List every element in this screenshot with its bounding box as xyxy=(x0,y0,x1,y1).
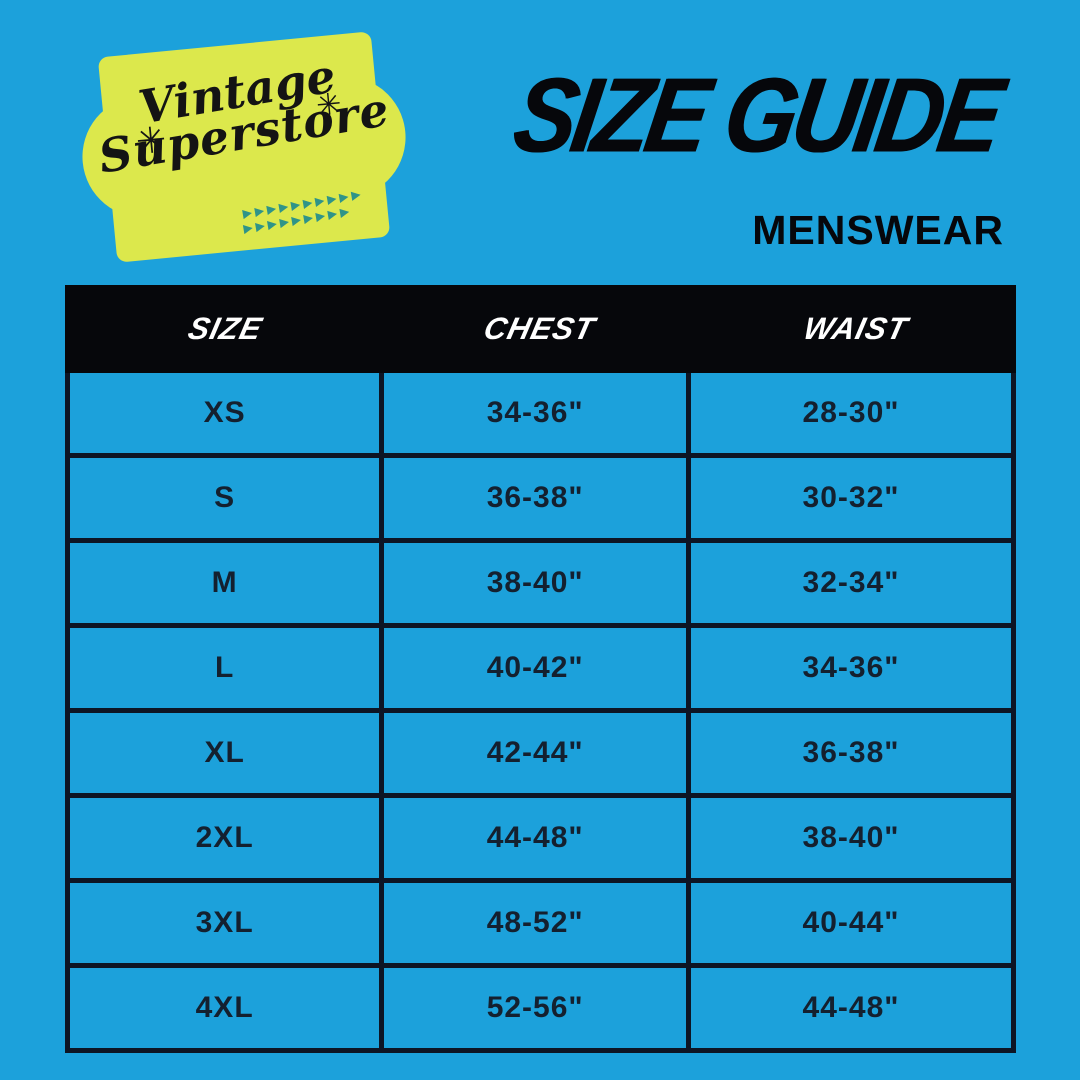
page-title: SIZE GUIDE xyxy=(505,57,1006,175)
column-header-waist: WAIST xyxy=(799,311,911,346)
table-row: L 40-42" 34-36" xyxy=(70,628,1011,713)
chest-cell: 36-38" xyxy=(384,458,692,538)
size-cell: 2XL xyxy=(70,798,385,878)
waist-cell: 44-48" xyxy=(802,991,900,1024)
waist-cell: 32-34" xyxy=(802,566,900,599)
brand-logo-badge: ✳ ✳ Vintage Superstore ▶▶▶▶▶▶▶▶▶▶ ▶▶▶▶▶▶… xyxy=(76,29,412,265)
sparkle-icon: ✳ xyxy=(134,119,169,164)
column-header-size: SIZE xyxy=(184,311,266,346)
size-cell: XL xyxy=(70,713,385,793)
size-table-header-row: SIZE CHEST WAIST xyxy=(65,285,1016,373)
chest-cell: 38-40" xyxy=(384,543,692,623)
table-row: 2XL 44-48" 38-40" xyxy=(70,798,1011,883)
column-header-chest: CHEST xyxy=(481,311,600,346)
size-cell: XS xyxy=(70,373,385,453)
chest-cell: 34-36" xyxy=(384,373,692,453)
waist-cell: 28-30" xyxy=(802,396,900,429)
table-row: XL 42-44" 36-38" xyxy=(70,713,1011,798)
table-row: XS 34-36" 28-30" xyxy=(70,373,1011,458)
size-cell: M xyxy=(70,543,385,623)
chest-cell: 48-52" xyxy=(384,883,692,963)
size-table: SIZE CHEST WAIST XS 34-36" 28-30" S 36-3… xyxy=(65,285,1016,1053)
size-cell: L xyxy=(70,628,385,708)
table-row: S 36-38" 30-32" xyxy=(70,458,1011,543)
waist-cell: 30-32" xyxy=(802,481,900,514)
chest-cell: 44-48" xyxy=(384,798,692,878)
sparkle-icon: ✳ xyxy=(314,86,344,124)
size-cell: 3XL xyxy=(70,883,385,963)
table-row: 3XL 48-52" 40-44" xyxy=(70,883,1011,968)
table-row: 4XL 52-56" 44-48" xyxy=(70,968,1011,1053)
page-subtitle: MENSWEAR xyxy=(752,207,1004,253)
chest-cell: 42-44" xyxy=(384,713,692,793)
size-table-body: XS 34-36" 28-30" S 36-38" 30-32" M 38-40… xyxy=(65,373,1016,1053)
chest-cell: 40-42" xyxy=(384,628,692,708)
waist-cell: 38-40" xyxy=(802,821,900,854)
size-cell: 4XL xyxy=(70,968,385,1048)
size-cell: S xyxy=(70,458,385,538)
waist-cell: 40-44" xyxy=(802,906,900,939)
waist-cell: 34-36" xyxy=(802,651,900,684)
chest-cell: 52-56" xyxy=(384,968,692,1048)
waist-cell: 36-38" xyxy=(802,736,900,769)
table-row: M 38-40" 32-34" xyxy=(70,543,1011,628)
